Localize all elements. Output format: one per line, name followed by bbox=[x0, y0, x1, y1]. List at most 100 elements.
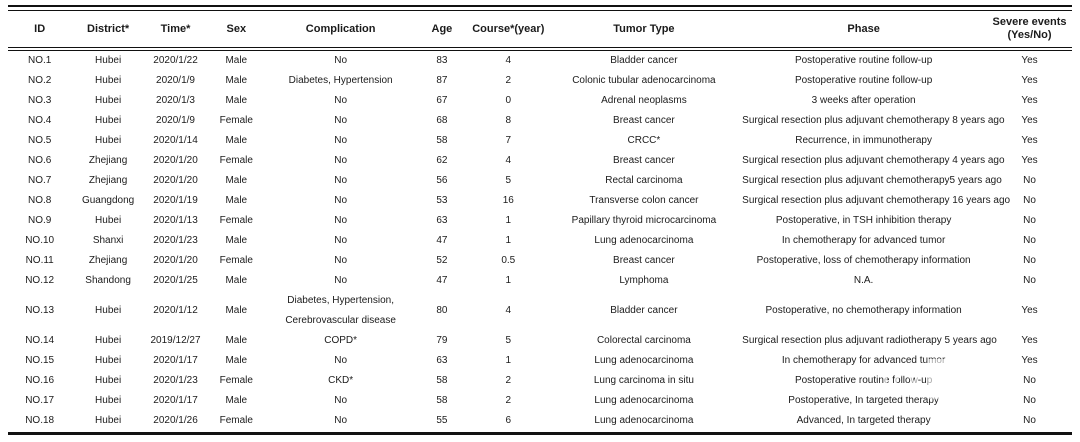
cell-complication: No bbox=[334, 115, 348, 126]
cell-district: Hubei bbox=[95, 215, 122, 226]
cell-severe: No bbox=[1023, 415, 1036, 426]
cell-phase: Postoperative, in TSH inhibition therapy bbox=[775, 215, 952, 226]
cell-complication: No bbox=[334, 135, 348, 146]
cell-complication: No bbox=[334, 395, 348, 406]
table-row: NO.12 Shandong 2020/1/25 Male No 47 1 Lymphoma N… bbox=[8, 271, 1072, 291]
cell-district: Hubei bbox=[95, 335, 122, 346]
cell-tumor: Breast cancer bbox=[613, 255, 675, 266]
cell-tumor: Rectal carcinoma bbox=[605, 175, 683, 186]
cell-sex: Female bbox=[219, 375, 253, 386]
cell-complication: No bbox=[334, 215, 348, 226]
cell-district: Hubei bbox=[95, 95, 122, 106]
cell-sex: Male bbox=[225, 195, 248, 206]
cell-age: 55 bbox=[436, 415, 448, 426]
cell-course: 1 bbox=[505, 275, 512, 286]
cell-district: Shanxi bbox=[92, 235, 124, 246]
cell-id: NO.3 bbox=[27, 95, 52, 106]
cell-id: NO.8 bbox=[27, 195, 52, 206]
cell-complication: No bbox=[334, 95, 348, 106]
cell-id: NO.10 bbox=[25, 235, 55, 246]
cell-course: 0.5 bbox=[501, 255, 516, 266]
cell-complication: No bbox=[334, 195, 348, 206]
table-row: NO.18 Hubei 2020/1/26 Female No 55 6 Lung adeno… bbox=[8, 411, 1072, 431]
cell-time: 2020/1/22 bbox=[153, 55, 198, 66]
cell-tumor: Bladder cancer bbox=[610, 305, 678, 316]
cell-tumor: Lung adenocarcinoma bbox=[594, 395, 694, 406]
cell-tumor: Colorectal carcinoma bbox=[596, 335, 691, 346]
table-row: NO.17 Hubei 2020/1/17 Male No 58 2 Lung adenoca… bbox=[8, 391, 1072, 411]
cell-id: NO.12 bbox=[25, 275, 55, 286]
cell-tumor: Lung adenocarcinoma bbox=[594, 415, 694, 426]
table-row: NO.14 Hubei 2019/12/27 Male COPD* 79 5 Colorect… bbox=[8, 331, 1072, 351]
column-header-district: District* bbox=[71, 11, 145, 51]
cell-course: 2 bbox=[505, 375, 512, 386]
cell-severe: No bbox=[1023, 195, 1036, 206]
cell-time: 2020/1/26 bbox=[153, 415, 198, 426]
cell-age: 63 bbox=[436, 215, 448, 226]
cell-sex: Female bbox=[219, 215, 253, 226]
table-row: NO.16 Hubei 2020/1/23 Female CKD* 58 2 Lung car… bbox=[8, 371, 1072, 391]
cell-time: 2020/1/9 bbox=[156, 75, 195, 86]
cell-age: 79 bbox=[436, 335, 448, 346]
cell-time: 2020/1/25 bbox=[153, 275, 198, 286]
cell-sex: Male bbox=[225, 175, 248, 186]
cell-complication: CKD* bbox=[328, 375, 354, 386]
cell-tumor: Lung adenocarcinoma bbox=[594, 355, 694, 366]
cell-sex: Male bbox=[225, 275, 248, 286]
column-header-complication: Complication bbox=[266, 11, 415, 51]
cell-severe: No bbox=[1023, 215, 1036, 226]
cell-sex: Male bbox=[225, 235, 248, 246]
table-top-rule-thin bbox=[8, 10, 1072, 11]
cell-severe: Yes bbox=[1021, 115, 1038, 126]
table-row: NO.2 Hubei 2020/1/9 Male Diabetes, Hypertens… bbox=[8, 71, 1072, 91]
cell-id: NO.14 bbox=[25, 335, 55, 346]
cell-id: NO.16 bbox=[25, 375, 55, 386]
cell-id: NO.7 bbox=[27, 175, 52, 186]
cell-course: 8 bbox=[505, 115, 512, 126]
cell-complication: No bbox=[334, 255, 348, 266]
cell-complication: Diabetes, Hypertension bbox=[288, 75, 393, 86]
cell-complication: No bbox=[334, 55, 348, 66]
cell-phase: Surgical resection plus adjuvant chemoth… bbox=[742, 115, 1005, 126]
cell-sex: Male bbox=[225, 95, 248, 106]
table-row: NO.3 Hubei 2020/1/3 Male No 67 0 Adrenal neopla… bbox=[8, 91, 1072, 111]
cell-phase: Surgical resection plus adjuvant chemoth… bbox=[742, 155, 1005, 166]
cell-id: NO.2 bbox=[27, 75, 52, 86]
cell-tumor: Lung adenocarcinoma bbox=[594, 235, 694, 246]
cell-course: 2 bbox=[505, 75, 512, 86]
cell-district: Hubei bbox=[95, 75, 122, 86]
cell-time: 2020/1/20 bbox=[153, 175, 198, 186]
cell-sex: Female bbox=[219, 415, 253, 426]
cell-course: 0 bbox=[505, 95, 512, 106]
cell-severe: No bbox=[1023, 255, 1036, 266]
cell-age: 58 bbox=[436, 135, 448, 146]
cell-phase: Postoperative, no chemotherapy informati… bbox=[765, 305, 962, 316]
cell-course: 1 bbox=[505, 215, 512, 226]
table-row: NO.6 Zhejiang 2020/1/20 Female No 62 4 Breast c… bbox=[8, 151, 1072, 171]
cell-complication: No bbox=[334, 275, 348, 286]
cell-time: 2020/1/17 bbox=[153, 355, 198, 366]
cell-severe: Yes bbox=[1021, 135, 1038, 146]
cell-age: 62 bbox=[436, 155, 448, 166]
cell-course: 6 bbox=[505, 415, 512, 426]
table-row: NO.5 Hubei 2020/1/14 Male No 58 7 CRCC* Recurren… bbox=[8, 131, 1072, 151]
cell-time: 2020/1/23 bbox=[153, 235, 198, 246]
cell-phase: In chemotherapy for advanced tumor bbox=[781, 235, 946, 246]
cell-phase: Recurrence, in immunotherapy bbox=[795, 135, 932, 146]
cell-district: Zhejiang bbox=[88, 255, 128, 266]
cell-course: 4 bbox=[505, 305, 512, 316]
cell-district: Hubei bbox=[95, 375, 122, 386]
table-row: NO.9 Hubei 2020/1/13 Female No 63 1 Papillary t… bbox=[8, 211, 1072, 231]
cell-phase: Advanced, In targeted therapy bbox=[796, 415, 931, 426]
cell-sex: Male bbox=[225, 335, 248, 346]
cell-complication: No bbox=[334, 155, 348, 166]
cell-phase: Surgical resection plus adjuvant radioth… bbox=[742, 335, 997, 346]
table-row: NO.11 Zhejiang 2020/1/20 Female No 52 0.5 Breas… bbox=[8, 251, 1072, 271]
cell-age: 47 bbox=[436, 275, 448, 286]
cell-tumor: Lymphoma bbox=[619, 275, 669, 286]
cell-age: 83 bbox=[436, 55, 448, 66]
cell-age: 80 bbox=[436, 305, 448, 316]
cell-sex: Male bbox=[225, 55, 248, 66]
cell-phase: 3 weeks after operation bbox=[811, 95, 916, 106]
cell-time: 2020/1/20 bbox=[153, 255, 198, 266]
